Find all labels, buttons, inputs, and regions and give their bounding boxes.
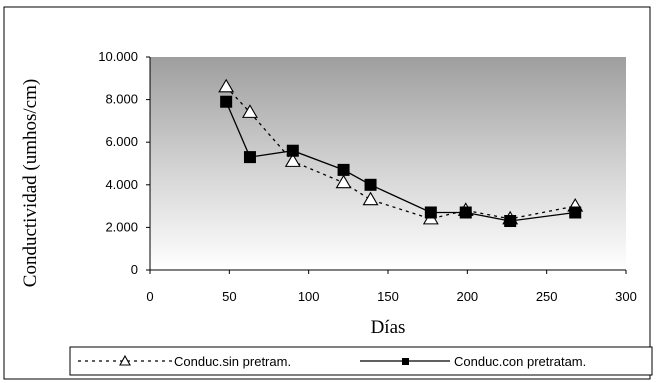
x-tick-label: 150	[377, 289, 399, 304]
y-tick-label: 0	[131, 262, 138, 277]
y-tick-label: 6.000	[105, 134, 138, 149]
data-point-square	[286, 144, 299, 157]
series-layer	[218, 78, 584, 228]
x-axis-ticks: 0 50 100 150 200 250 300	[146, 270, 637, 304]
y-axis-ticks: 0 2.000 4.000 6.000 8.000 10.000	[98, 49, 150, 277]
data-point-triangle	[335, 174, 352, 189]
legend-label-con-pretratam: Conduc.con pretratam.	[454, 354, 586, 369]
y-axis-title: Conductividad (umhos/cm)	[20, 79, 41, 287]
data-point-square	[337, 163, 350, 176]
data-point-square	[424, 206, 437, 219]
y-tick-label: 8.000	[105, 92, 138, 107]
data-point-square	[459, 206, 472, 219]
series-line-0	[225, 86, 576, 220]
x-tick-label: 50	[222, 289, 236, 304]
y-tick-label: 2.000	[105, 219, 138, 234]
data-point-square	[220, 95, 233, 108]
legend-label-sin-pretram: Conduc.sin pretram.	[174, 354, 291, 369]
x-tick-label: 300	[615, 289, 637, 304]
x-tick-label: 100	[298, 289, 320, 304]
data-point-triangle	[218, 78, 235, 93]
x-tick-label: 250	[536, 289, 558, 304]
x-axis-title: Días	[371, 317, 406, 338]
data-point-square	[364, 178, 377, 191]
data-point-triangle	[242, 104, 258, 118]
data-point-triangle	[284, 153, 301, 167]
x-tick-label: 0	[146, 289, 153, 304]
data-point-square	[243, 151, 256, 164]
data-point-square	[569, 206, 582, 219]
y-tick-label: 10.000	[98, 49, 138, 64]
plot-area	[150, 57, 626, 270]
legend-triangle-icon	[119, 354, 131, 366]
y-tick-label: 4.000	[105, 177, 138, 192]
legend-square-icon	[402, 358, 409, 365]
data-point-square	[504, 215, 517, 228]
x-tick-label: 200	[456, 289, 478, 304]
legend: Conduc.sin pretram. Conduc.con pretratam…	[69, 346, 653, 376]
data-point-triangle	[362, 191, 379, 206]
